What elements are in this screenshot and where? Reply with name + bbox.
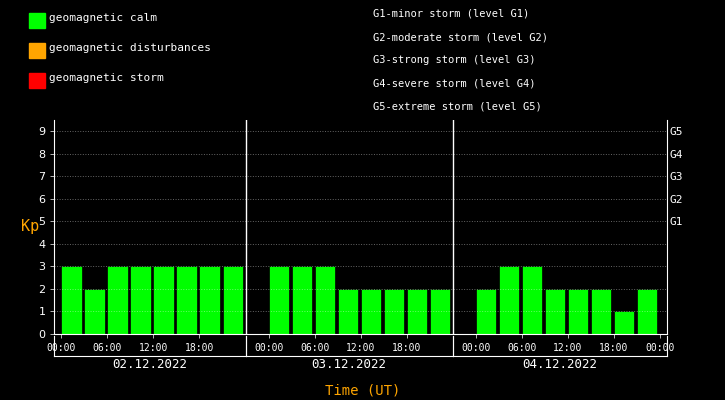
Bar xyxy=(338,289,358,334)
Bar xyxy=(223,266,243,334)
Bar xyxy=(384,289,404,334)
Bar xyxy=(545,289,566,334)
Bar xyxy=(568,289,588,334)
Bar xyxy=(614,312,634,334)
Bar xyxy=(522,266,542,334)
Text: geomagnetic disturbances: geomagnetic disturbances xyxy=(49,43,211,53)
Bar xyxy=(430,289,450,334)
Text: G1-minor storm (level G1): G1-minor storm (level G1) xyxy=(373,9,530,19)
Bar xyxy=(637,289,658,334)
Text: geomagnetic storm: geomagnetic storm xyxy=(49,73,164,83)
Bar xyxy=(315,266,335,334)
Text: G3-strong storm (level G3): G3-strong storm (level G3) xyxy=(373,55,536,65)
Text: G4-severe storm (level G4): G4-severe storm (level G4) xyxy=(373,78,536,88)
Text: 03.12.2022: 03.12.2022 xyxy=(312,358,386,371)
Bar xyxy=(107,266,128,334)
Bar xyxy=(407,289,427,334)
Bar xyxy=(154,266,174,334)
Text: G2-moderate storm (level G2): G2-moderate storm (level G2) xyxy=(373,32,548,42)
Y-axis label: Kp: Kp xyxy=(21,220,39,234)
Bar xyxy=(291,266,312,334)
Bar xyxy=(476,289,496,334)
Text: 02.12.2022: 02.12.2022 xyxy=(112,358,188,371)
Text: G5-extreme storm (level G5): G5-extreme storm (level G5) xyxy=(373,102,542,112)
Bar xyxy=(499,266,519,334)
Bar xyxy=(268,266,289,334)
Text: 04.12.2022: 04.12.2022 xyxy=(523,358,597,371)
Text: Time (UT): Time (UT) xyxy=(325,384,400,398)
Bar xyxy=(62,266,81,334)
Text: geomagnetic calm: geomagnetic calm xyxy=(49,13,157,23)
Bar xyxy=(130,266,151,334)
Bar xyxy=(84,289,104,334)
Bar xyxy=(591,289,611,334)
Bar xyxy=(360,289,381,334)
Bar xyxy=(176,266,196,334)
Bar xyxy=(199,266,220,334)
